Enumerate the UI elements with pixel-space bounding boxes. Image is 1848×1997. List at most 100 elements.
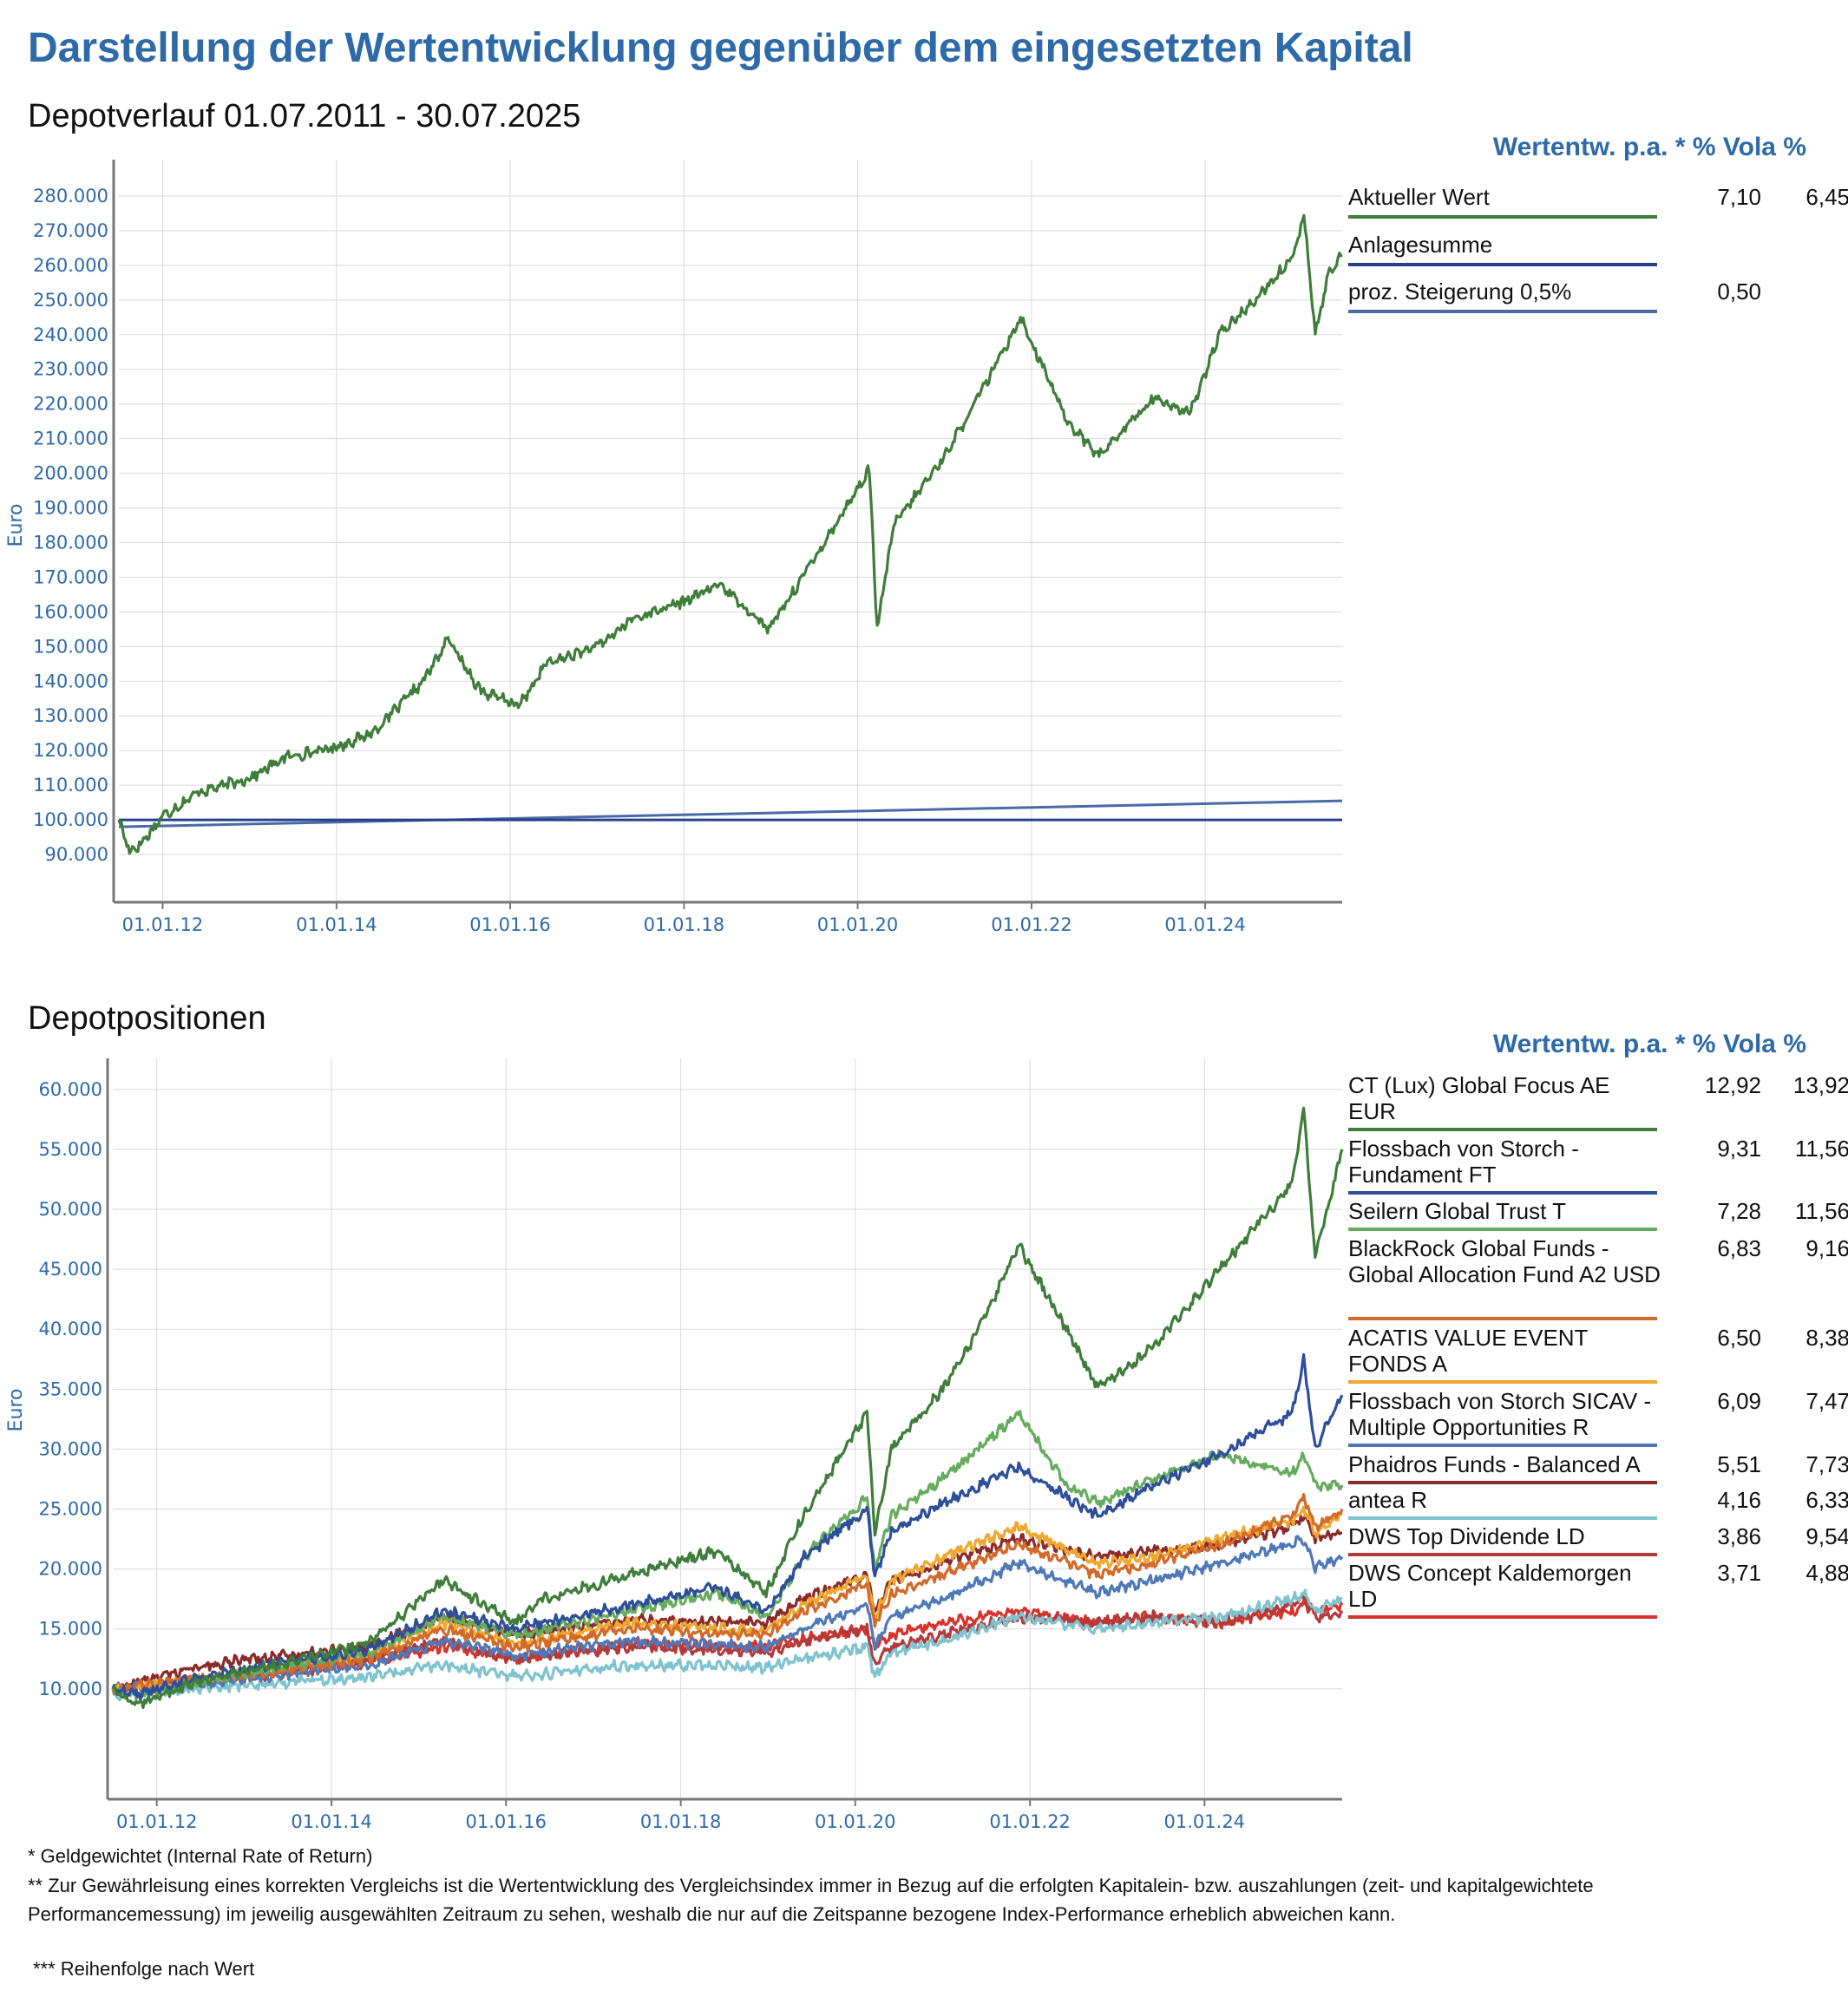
- legend-entry-vola: 11,56: [1794, 1198, 1848, 1224]
- y-tick-label: 55.000: [39, 1139, 102, 1160]
- y-tick-label: 40.000: [39, 1319, 102, 1339]
- chart1-legend-header: Wertentw. p.a. * % Vola %: [1492, 133, 1806, 161]
- x-tick-label: 01.01.20: [815, 1811, 896, 1832]
- series-line-3: [111, 1492, 1344, 1696]
- x-tick-label: 01.01.20: [817, 914, 899, 935]
- legend-entry-name: Flossbach von Storch - Fundament FT: [1348, 1136, 1579, 1188]
- legend-entry-swatch: [1348, 215, 1657, 219]
- legend-entry-swatch: [1348, 1481, 1657, 1484]
- legend-entry-vola: 7,47: [1805, 1388, 1848, 1414]
- legend-entry-return: 3,71: [1717, 1560, 1761, 1586]
- x-tick-label: 01.01.12: [116, 1811, 198, 1832]
- y-tick-label: 90.000: [45, 844, 108, 865]
- series-line-7: [112, 1588, 1343, 1702]
- legend-entry-vola: 7,73: [1805, 1451, 1848, 1477]
- legend-entry-name: Aktueller Wert: [1348, 184, 1490, 210]
- x-tick-label: 01.01.22: [991, 914, 1072, 935]
- y-tick-label: 240.000: [33, 324, 108, 345]
- legend-entry-swatch: [1348, 1228, 1657, 1231]
- legend-entry-swatch: [1348, 1444, 1657, 1447]
- y-tick-label: 170.000: [33, 566, 108, 587]
- legend-entry-return: 6,09: [1717, 1388, 1761, 1414]
- legend-entry-return: 4,16: [1717, 1487, 1761, 1513]
- y-tick-label: 210.000: [33, 429, 108, 449]
- x-tick-label: 01.01.18: [640, 1811, 722, 1832]
- y-tick-label: 60.000: [39, 1079, 102, 1100]
- legend-entry-name: CT (Lux) Global Focus AE EUR: [1348, 1072, 1610, 1124]
- y-tick-label: 190.000: [33, 498, 108, 519]
- y-tick-label: 15.000: [39, 1619, 102, 1640]
- legend-entry-name: proz. Steigerung 0,5%: [1348, 278, 1572, 304]
- chart2-subtitle: Depotpositionen: [28, 1000, 266, 1037]
- y-tick-label: 270.000: [33, 220, 108, 241]
- x-tick-label: 01.01.24: [1164, 1811, 1246, 1832]
- series-line-2: [118, 799, 1343, 828]
- y-tick-label: 30.000: [39, 1438, 102, 1459]
- y-tick-label: 45.000: [39, 1259, 102, 1280]
- legend-entry-vola: 8,38: [1805, 1325, 1848, 1351]
- y-tick-label: 100.000: [33, 809, 108, 830]
- y-tick-label: 250.000: [33, 290, 108, 311]
- y-axis-label: Euro: [5, 1389, 27, 1432]
- legend-entry-name: antea R: [1348, 1487, 1428, 1513]
- y-tick-label: 130.000: [33, 705, 108, 726]
- legend-entry-return: 9,31: [1717, 1136, 1761, 1162]
- depotpositionen-chart: 10.000 15.000 20.000 25.000 30.000 35.000 40.0…: [5, 1058, 1344, 1832]
- legend-entry-swatch: [1348, 1317, 1657, 1320]
- y-tick-label: 25.000: [39, 1499, 102, 1520]
- legend-entry-name: DWS Concept Kaldemorgen LD: [1348, 1560, 1632, 1612]
- legend-entry-name: Phaidros Funds - Balanced A: [1348, 1451, 1641, 1477]
- y-tick-label: 20.000: [39, 1559, 102, 1580]
- chart2-legend-header: Wertentw. p.a. * % Vola %: [1492, 1030, 1806, 1058]
- y-tick-label: 110.000: [33, 775, 108, 796]
- y-tick-label: 140.000: [33, 671, 108, 691]
- legend-entry-return: 7,28: [1717, 1198, 1761, 1224]
- y-tick-label: 200.000: [33, 463, 108, 484]
- legend-entry-vola: 6,45: [1805, 184, 1848, 210]
- x-tick-label: 01.01.24: [1164, 914, 1246, 935]
- x-tick-label: 01.01.14: [296, 914, 377, 935]
- legend-entry-swatch: [1348, 263, 1657, 266]
- y-tick-label: 150.000: [33, 636, 108, 657]
- series-line-5: [111, 1535, 1344, 1695]
- x-tick-label: 01.01.12: [122, 914, 204, 935]
- y-axis-label: Euro: [5, 504, 27, 547]
- footnote-1: * Geldgewichtet (Internal Rate of Return…: [28, 1845, 373, 1867]
- legend-entry-name: Flossbach von Storch SICAV - Multiple Op…: [1348, 1388, 1652, 1440]
- y-tick-label: 260.000: [33, 255, 108, 276]
- legend-entry-return: 7,10: [1717, 184, 1761, 210]
- legend-entry-swatch: [1348, 310, 1657, 313]
- legend-entry-name: ACATIS VALUE EVENT FONDS A: [1348, 1325, 1588, 1377]
- x-tick-label: 01.01.22: [989, 1811, 1071, 1832]
- footnote-2: ** Zur Gewährleisung eines korrekten Ver…: [28, 1875, 1594, 1925]
- legend-entry-return: 6,83: [1717, 1235, 1761, 1261]
- legend-entry-return: 3,86: [1717, 1523, 1761, 1549]
- legend-entry-swatch: [1348, 1516, 1657, 1520]
- x-tick-label: 01.01.14: [291, 1811, 372, 1832]
- y-tick-label: 120.000: [33, 740, 108, 761]
- y-tick-label: 35.000: [39, 1378, 102, 1399]
- y-tick-label: 230.000: [33, 359, 108, 380]
- y-tick-label: 280.000: [33, 186, 108, 206]
- y-tick-label: 160.000: [33, 601, 108, 622]
- legend-entry-swatch: [1348, 1380, 1657, 1384]
- legend-entry-name: Anlagesumme: [1348, 232, 1493, 258]
- legend-entry-vola: 9,54: [1805, 1523, 1848, 1549]
- series-line-0: [117, 213, 1343, 855]
- legend-entry-swatch: [1348, 1191, 1657, 1195]
- series-line-0: [111, 1106, 1344, 1710]
- legend-entry-swatch: [1348, 1615, 1657, 1619]
- y-tick-label: 50.000: [39, 1199, 102, 1220]
- legend-entry-return: 12,92: [1704, 1072, 1761, 1098]
- legend-entry-return: 5,51: [1717, 1451, 1761, 1477]
- legend-entry-swatch: [1348, 1128, 1657, 1131]
- x-tick-label: 01.01.16: [469, 914, 551, 935]
- y-tick-label: 10.000: [39, 1679, 102, 1699]
- x-tick-label: 01.01.16: [465, 1811, 547, 1832]
- legend-entry-vola: 11,56: [1794, 1136, 1848, 1162]
- legend-entry-vola: 4,88: [1805, 1560, 1848, 1586]
- y-tick-label: 180.000: [33, 532, 108, 553]
- chart1-subtitle: Depotverlauf 01.07.2011 - 30.07.2025: [28, 98, 581, 134]
- legend-entry-name: DWS Top Dividende LD: [1348, 1523, 1585, 1549]
- legend-entry-vola: 6,33: [1805, 1487, 1848, 1513]
